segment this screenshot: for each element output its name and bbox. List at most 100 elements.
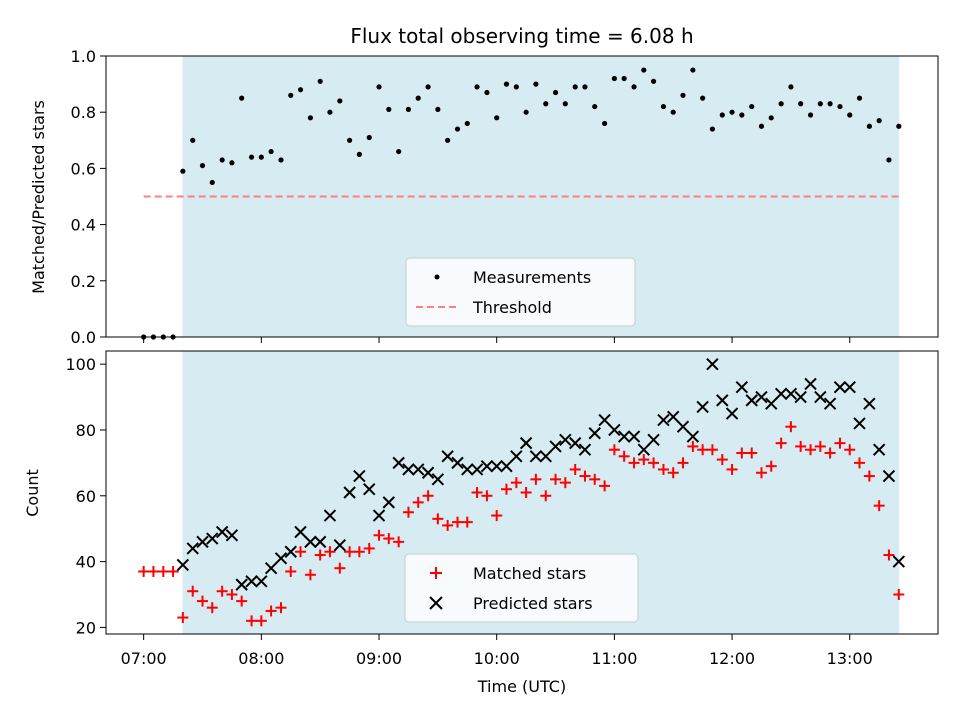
predicted-star-point [421,466,435,479]
measurement-point [317,78,323,84]
measurement-point [866,123,872,129]
panel-count-y-ticks: 20 40 60 80 100 [65,355,106,637]
measurement-point [219,157,225,163]
predicted-star-point [559,433,572,447]
measurement-point [709,126,716,132]
panel-ratio-ylabel: Matched/Predicted stars [29,100,48,294]
predicted-star-point [431,473,445,486]
matched-star-point [559,477,571,489]
measurement-point [464,120,470,127]
predicted-star-point [696,400,709,414]
predicted-star-point [667,410,680,424]
predicted-star-point [392,456,405,470]
predicted-star-point [598,413,611,427]
x-tick-label: 09:00 [356,649,402,668]
predicted-star-point [716,394,729,407]
matched-star-point [805,444,817,456]
predicted-star-point [225,529,239,542]
matched-star-point [422,490,434,502]
matched-star-point [500,483,512,495]
matched-star-point [579,470,591,482]
predicted-star-point [725,407,739,420]
measurement-point [876,118,882,124]
matched-star-point [795,440,807,452]
predicted-star-point [892,555,906,568]
measurement-point [307,115,314,121]
matched-star-point [265,605,277,617]
matched-star-point [255,615,267,627]
matched-star-point [755,467,767,479]
measurement-point [454,126,461,132]
legend-matched-marker [430,567,442,579]
measurement-point [847,112,853,118]
predicted-star-point [510,450,523,463]
predicted-star-point [843,380,856,394]
predicted-star-point [853,417,866,430]
measurement-point [209,179,215,186]
panel-count: 20 40 60 80 100 07:00 08:00 09:00 10:00 11:00 12:… [23,350,939,696]
predicted-star-point [264,561,278,575]
matched-star-point [863,470,875,482]
measurement-point [690,67,696,73]
matched-star-point [138,565,150,577]
measurement-point [592,103,598,110]
predicted-star-point [411,463,425,476]
legend-matched-label: Matched stars [473,564,586,583]
predicted-star-point [402,463,415,476]
measurement-point [503,81,510,87]
matched-star-point [550,473,562,485]
matched-star-point [236,595,248,607]
y-tick-label: 0.0 [71,328,96,347]
measurement-point [484,89,490,96]
matched-star-point [599,480,611,492]
matched-star-point [353,546,365,558]
matched-star-point [785,421,797,433]
y-tick-label: 0.4 [71,216,96,235]
matched-star-point [824,447,836,459]
predicted-star-point [333,538,347,552]
matched-star-point [716,454,728,466]
measurement-point [239,95,245,101]
predicted-star-point [735,380,749,394]
y-tick-label: 1.0 [71,47,96,66]
matched-star-point [510,477,522,489]
matched-star-point [157,565,169,577]
predicted-star-point [353,469,366,483]
matched-star-point [471,487,483,498]
predicted-star-point [765,397,778,410]
matched-points [138,421,905,627]
measurement-points [141,67,902,340]
measurement-point [670,109,676,115]
predicted-star-point [196,535,209,549]
matched-star-point [383,533,395,545]
legend-count: Matched stars Predicted stars [404,553,639,623]
legend-measurements-label: Measurements [473,268,591,287]
matched-star-point [677,457,689,469]
measurement-point [356,151,362,157]
measurement-point [778,101,784,107]
matched-star-point [226,589,238,601]
predicted-star-point [745,394,758,407]
predicted-star-point [578,443,592,456]
panel-count-frame [105,350,939,635]
matched-star-point [608,444,620,456]
predicted-star-point [588,427,601,440]
predicted-star-point [363,483,376,496]
x-tick-label: 12:00 [709,649,755,668]
matched-star-point [618,450,630,462]
measurement-point [474,84,480,90]
x-tick-label: 10:00 [474,649,520,668]
measurement-point [268,148,274,155]
matched-star-point [491,510,503,522]
matched-star-point [844,444,856,456]
measurement-point [523,109,529,115]
measurement-point [788,84,794,90]
predicted-star-point [774,387,788,400]
predicted-points [176,357,906,591]
predicted-star-point [490,459,503,473]
measurement-point [327,109,333,115]
predicted-star-point [255,575,268,588]
predicted-star-point [235,578,248,591]
measurement-point [258,154,264,160]
matched-star-point [530,473,542,485]
